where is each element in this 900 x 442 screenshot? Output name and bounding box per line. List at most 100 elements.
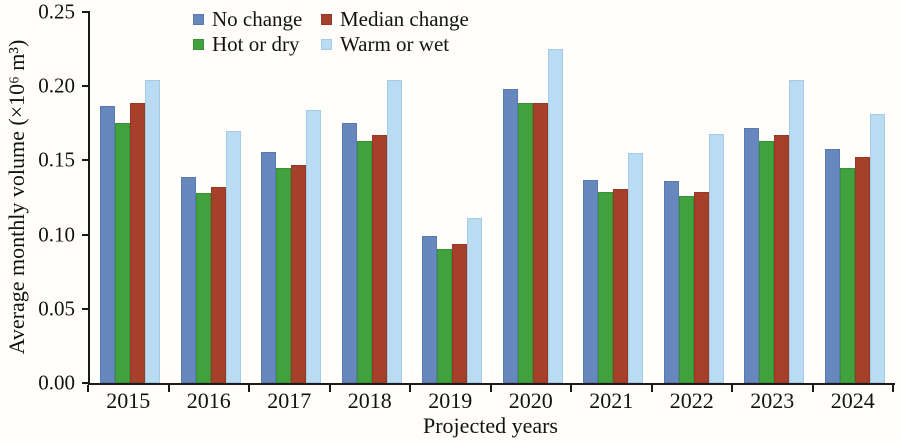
bar-group-2020 [493,12,574,383]
bar-no-change-2023 [744,127,760,383]
y-tick-mark [82,85,90,88]
y-tick-mark [82,11,90,13]
x-tick-mark [489,385,492,392]
bar-hot-or-dry-2024 [839,167,855,383]
y-axis: 0.00 0.05 0.10 0.15 0.20 0.25 [0,1,90,393]
bar-median-change-2016 [210,187,226,383]
legend: No change Median change Hot or dry Warm or … [193,7,469,56]
bar-hot-or-dry-2022 [678,196,694,383]
bar-median-change-2020 [532,102,548,383]
bar-group-2022 [654,12,735,383]
bar-hot-or-dry-2016 [195,193,211,383]
bar-group-2017 [251,12,332,383]
bar-group-2019 [412,12,493,383]
x-tick-label-2015: 2015 [106,388,151,413]
legend-label-warm-or-wet: Warm or wet [340,32,450,56]
x-tick-label-2020: 2020 [508,388,553,413]
x-tick-label-2016: 2016 [186,388,231,413]
x-tick-label-2018: 2018 [347,388,392,413]
legend-label-no-change: No change [212,7,303,31]
y-tick-label-0.25: 0.25 [38,0,75,24]
bar-group-2024 [815,12,896,383]
bar-warm-or-wet-2016 [225,130,241,383]
bars-row [90,12,895,383]
bar-warm-or-wet-2019 [467,218,483,383]
bar-warm-or-wet-2022 [708,133,724,383]
legend-label-median-change: Median change [340,7,469,31]
x-tick-mark [570,385,572,392]
y-tick-label-0.10: 0.10 [38,222,75,247]
x-tick-mark [167,385,170,392]
bar-no-change-2021 [583,179,599,383]
bar-no-change-2015 [100,105,116,383]
y-tick-mark [82,382,90,384]
bar-median-change-2019 [452,243,468,383]
x-tick-mark [731,385,733,392]
bar-no-change-2024 [824,148,840,383]
x-tick-mark [248,385,250,392]
bar-warm-or-wet-2018 [386,80,402,383]
legend-swatch-hot-or-dry [193,38,204,50]
y-tick-label-0.15: 0.15 [38,147,75,172]
x-tick-labels: 2015 2016 2017 2018 2019 2020 2021 2022 2023 2024 [88,389,893,413]
bar-hot-or-dry-2019 [437,249,453,383]
y-tick-mark [82,159,90,162]
legend-item-hot-or-dry: Hot or dry [193,32,321,56]
y-tick-mark [82,307,90,310]
bar-hot-or-dry-2023 [759,141,775,383]
x-axis-title: Projected years [423,413,558,438]
legend-label-hot-or-dry: Hot or dry [212,32,300,56]
x-tick-mark [892,385,894,392]
x-tick-label-2017: 2017 [267,388,312,413]
bar-no-change-2022 [663,181,679,383]
bar-warm-or-wet-2020 [547,49,563,383]
bar-no-change-2016 [180,176,196,383]
legend-item-no-change: No change [193,7,321,31]
bar-median-change-2024 [854,157,870,383]
x-tick-mark [650,385,653,392]
bar-warm-or-wet-2021 [628,152,644,383]
bar-group-2016 [171,12,252,383]
x-tick-label-2022: 2022 [669,388,714,413]
x-tick-label-2021: 2021 [589,388,634,413]
y-tick-mark [82,233,90,236]
bar-warm-or-wet-2023 [789,80,805,383]
bar-median-change-2023 [774,135,790,383]
bar-median-change-2021 [613,188,629,383]
legend-swatch-no-change [193,13,204,25]
legend-swatch-median-change [321,13,332,25]
plot-area [88,12,895,385]
bar-median-change-2022 [693,191,709,383]
bar-group-2018 [332,12,413,383]
bar-median-change-2015 [130,102,146,383]
x-tick-mark [87,385,89,392]
bar-hot-or-dry-2017 [276,167,292,383]
bar-no-change-2019 [422,236,438,383]
bar-median-change-2017 [291,164,307,383]
bar-warm-or-wet-2015 [145,80,161,383]
legend-item-warm-or-wet: Warm or wet [321,32,469,56]
bar-no-change-2020 [502,89,518,383]
legend-item-median-change: Median change [321,7,469,31]
x-tick-label-2024: 2024 [830,388,875,413]
bar-hot-or-dry-2021 [598,191,614,383]
bar-warm-or-wet-2024 [869,114,885,383]
bar-warm-or-wet-2017 [306,109,322,383]
x-tick-label-2023: 2023 [750,388,795,413]
legend-swatch-warm-or-wet [321,38,332,50]
x-tick-mark [409,385,411,392]
y-tick-label-0.00: 0.00 [38,370,75,395]
bar-hot-or-dry-2018 [356,141,372,383]
bar-no-change-2017 [261,151,277,383]
x-tick-label-2019: 2019 [428,388,473,413]
bar-group-2023 [734,12,815,383]
bar-hot-or-dry-2015 [115,123,131,383]
bar-median-change-2018 [371,135,387,383]
bar-group-2015 [90,12,171,383]
x-tick-mark [811,385,814,392]
y-tick-label-0.05: 0.05 [38,296,75,321]
bar-group-2021 [573,12,654,383]
y-tick-label-0.20: 0.20 [38,73,75,98]
bar-no-change-2018 [341,123,357,383]
